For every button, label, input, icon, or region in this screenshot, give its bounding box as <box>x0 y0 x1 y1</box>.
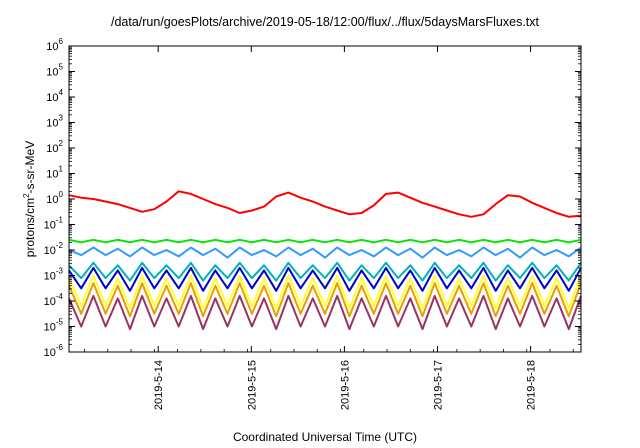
series-line <box>68 274 582 310</box>
y-tick-base: 10 <box>46 92 58 104</box>
y-tick-base: 10 <box>46 41 58 53</box>
x-tick-label: 2019-5-16 <box>339 360 351 410</box>
x-tick-label: 2019-5-14 <box>153 360 165 410</box>
series-line <box>68 190 582 218</box>
x-tick-label: 2019-5-17 <box>432 360 444 410</box>
series-layer <box>68 190 582 331</box>
x-axis-label: Coordinated Universal Time (UTC) <box>233 430 417 444</box>
y-tick-exponent: -5 <box>56 318 64 327</box>
y-tick-label: 105 <box>46 63 63 79</box>
y-tick-base: 10 <box>44 220 56 232</box>
y-tick-exponent: 4 <box>59 88 64 97</box>
y-axis-label-sup: 2 <box>22 193 31 198</box>
y-tick-exponent: 0 <box>59 190 64 199</box>
y-tick-exponent: -4 <box>56 292 64 301</box>
y-tick-base: 10 <box>46 67 58 79</box>
series-line <box>68 246 582 259</box>
y-tick-label: 101 <box>46 165 63 181</box>
chart-title: /data/run/goesPlots/archive/2019-05-18/1… <box>111 15 540 29</box>
y-tick-label: 104 <box>46 88 63 104</box>
x-tick-label: 2019-5-15 <box>246 360 258 410</box>
series-line <box>68 261 582 282</box>
y-tick-exponent: -3 <box>56 267 64 276</box>
y-tick-label: 100 <box>46 190 63 206</box>
y-axis-label-post: -s-sr-MeV <box>23 141 37 194</box>
y-tick-base: 10 <box>44 245 56 257</box>
y-tick-exponent: 3 <box>59 114 64 123</box>
y-tick-label: 102 <box>46 139 63 155</box>
y-tick-exponent: 1 <box>59 165 64 174</box>
y-tick-label: 10-3 <box>44 267 64 283</box>
y-tick-base: 10 <box>46 143 58 155</box>
y-tick-exponent: -1 <box>56 216 64 225</box>
y-tick-base: 10 <box>46 194 58 206</box>
y-tick-label: 10-1 <box>44 216 64 232</box>
y-tick-label: 10-6 <box>44 343 64 359</box>
y-tick-label: 106 <box>46 37 63 53</box>
y-tick-label: 10-4 <box>44 292 64 308</box>
y-tick-base: 10 <box>44 296 56 308</box>
y-tick-label: 10-5 <box>44 318 64 334</box>
y-axis-label-pre: protons/cm <box>23 198 37 257</box>
y-axis-label: protons/cm2-s-sr-MeV <box>22 141 37 257</box>
y-tick-label: 10-2 <box>44 241 64 257</box>
y-tick-base: 10 <box>44 347 56 359</box>
y-tick-base: 10 <box>46 118 58 130</box>
series-line <box>68 282 582 318</box>
y-axis: 10-610-510-410-310-210-11001011021031041… <box>44 37 581 359</box>
x-axis: 2019-5-14 2019-5-15 2019-5-16 2019-5-17 2019… <box>84 46 574 410</box>
y-tick-exponent: 6 <box>59 37 64 46</box>
y-tick-exponent: -2 <box>56 241 64 250</box>
y-tick-base: 10 <box>46 169 58 181</box>
y-tick-exponent: -6 <box>56 343 64 352</box>
x-tick-label: 2019-5-18 <box>526 360 538 410</box>
y-tick-base: 10 <box>44 322 56 334</box>
y-tick-exponent: 5 <box>59 63 64 72</box>
series-line <box>68 238 582 244</box>
y-tick-exponent: 2 <box>59 139 64 148</box>
series-line <box>68 294 582 331</box>
y-tick-base: 10 <box>44 271 56 283</box>
y-tick-label: 103 <box>46 114 63 130</box>
series-line <box>68 266 582 292</box>
